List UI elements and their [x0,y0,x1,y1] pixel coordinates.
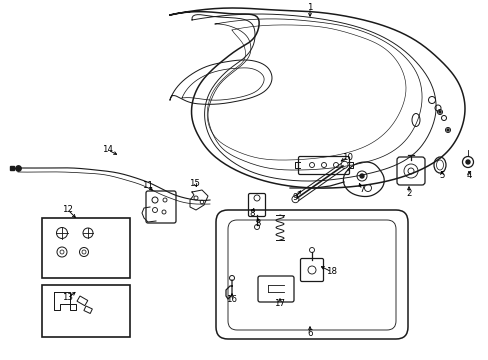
Text: 15: 15 [189,179,200,188]
Text: 1: 1 [306,4,312,13]
Bar [42,218,130,278]
Text: 6: 6 [306,328,312,338]
Text: 14: 14 [102,145,113,154]
Bar [84,306,92,314]
Text: 9: 9 [292,194,297,202]
Text: 2: 2 [406,189,411,198]
Text: 13: 13 [62,293,73,302]
Text: 12: 12 [62,206,73,215]
Circle shape [438,111,440,113]
Text: 10: 10 [342,153,353,162]
Text: 4: 4 [465,171,471,180]
Text: 17: 17 [274,300,285,309]
Text: 8: 8 [249,210,254,219]
Text: 18: 18 [326,267,337,276]
Bar [42,285,130,337]
Text: 11: 11 [142,181,153,190]
Text: 16: 16 [226,296,237,305]
Text: 3: 3 [255,220,260,229]
Circle shape [465,160,469,164]
Bar [77,296,88,306]
Text: 5: 5 [438,171,444,180]
Circle shape [446,129,448,131]
Text: 7: 7 [359,185,364,194]
Circle shape [359,174,363,178]
